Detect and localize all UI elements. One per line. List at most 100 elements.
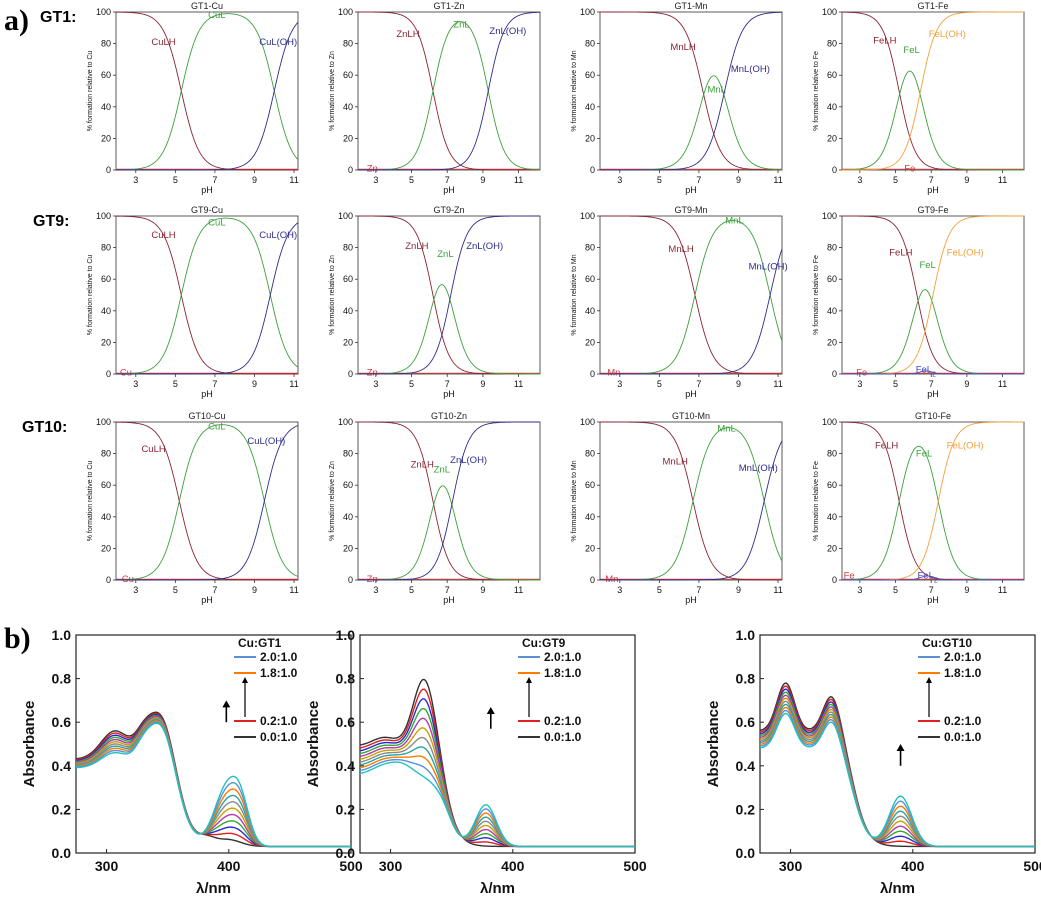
x-tick-label: 7: [445, 379, 450, 389]
species-label-FeL: FeL: [903, 45, 919, 56]
y-tick-label: 0.2: [736, 801, 756, 817]
legend-title: Cu:GT1: [238, 636, 282, 650]
speciation-plot-GT1-Mn: GT1-Mn 0 20 40 60 80 100 3 5 7 9 11 pH % formation re…: [571, 1, 783, 195]
trend-arrow-head: [896, 744, 905, 751]
x-axis-label: pH: [927, 389, 939, 399]
x-tick-label: 7: [212, 585, 217, 595]
species-label-MnLH: MnLH: [668, 244, 693, 255]
species-curve-CuLH: [115, 11, 298, 171]
x-axis-label: λ/nm: [880, 880, 915, 897]
species-label-ZnL: ZnL: [434, 464, 450, 475]
species-curve-FeL: [841, 70, 1024, 171]
y-axis-label: % formation relative to Fe: [813, 255, 820, 335]
y-tick-label: 20: [101, 133, 111, 143]
row-label-gt1: GT1:: [40, 9, 76, 26]
species-curve-ZnL(OH): [358, 421, 540, 581]
species-curve-ZnLH: [357, 421, 540, 581]
x-tick-label: 300: [95, 858, 119, 874]
plot-frame: [841, 11, 1025, 171]
x-tick-label: 9: [736, 379, 741, 389]
species-curve-CuL(OH): [116, 425, 299, 581]
x-axis-label: pH: [927, 595, 939, 605]
x-axis-label: pH: [927, 185, 939, 195]
y-tick-label: 60: [343, 274, 353, 284]
speciation-plot-GT1-Fe: GT1-Fe 0 20 40 60 80 100 3 5 7 9 11 pH % formation re…: [813, 1, 1025, 195]
y-tick-label: 0: [590, 165, 595, 175]
x-tick-label: 5: [657, 585, 662, 595]
y-tick-label: 40: [343, 306, 353, 316]
x-tick-label: 9: [964, 379, 969, 389]
x-tick-label: 5: [173, 175, 178, 185]
species-label-Fe: Fe: [904, 163, 915, 174]
x-tick-label: 7: [929, 585, 934, 595]
row-label-gt10: GT10:: [22, 419, 67, 436]
x-tick-label: 400: [501, 858, 525, 874]
plot-frame: [841, 421, 1025, 581]
species-curve-MnLH: [599, 421, 782, 581]
species-label-ZnL(OH): ZnL(OH): [466, 241, 503, 252]
species-curve-CuL(OH): [116, 21, 299, 171]
y-tick-label: 0: [832, 369, 837, 379]
y-tick-label: 40: [101, 512, 111, 522]
x-tick-label: 300: [379, 858, 403, 874]
panel-label-a: a): [4, 4, 29, 37]
y-tick-label: 100: [338, 211, 353, 221]
plot-frame: [357, 421, 541, 581]
species-label-FeL(OH): FeL(OH): [929, 29, 966, 40]
y-axis-label: % formation relative to Cu: [87, 51, 94, 132]
species-curve-MnL: [599, 427, 783, 581]
x-tick-label: 5: [409, 379, 414, 389]
species-curve-MnL(OH): [600, 248, 783, 375]
legend-entry: 0.2:1.0: [544, 714, 582, 728]
species-curve-CuL: [115, 217, 299, 375]
species-curve-MnLH: [600, 215, 782, 375]
y-tick-label: 20: [343, 543, 353, 553]
y-tick-label: 0: [590, 369, 595, 379]
species-label-MnL: MnL: [707, 84, 725, 95]
y-tick-label: 0: [106, 369, 111, 379]
spectrum-line: [75, 722, 351, 848]
y-tick-label: 0.4: [736, 758, 756, 774]
x-tick-label: 3: [133, 379, 138, 389]
y-tick-label: 0.8: [736, 671, 756, 687]
species-label-CuLH: CuLH: [151, 230, 175, 241]
x-axis-label: pH: [443, 595, 455, 605]
legend-arrow-head: [242, 677, 248, 683]
y-tick-label: 20: [343, 337, 353, 347]
plot-title: GT9-Mn: [674, 205, 707, 215]
y-tick-label: 40: [343, 102, 353, 112]
speciation-plot-GT10-Mn: GT10-Mn 0 20 40 60 80 100 3 5 7 9 11 pH % formation r…: [571, 411, 783, 605]
y-tick-label: 80: [827, 243, 837, 253]
legend-entry: 1.8:1.0: [944, 666, 982, 680]
species-label-ZnLH: ZnLH: [396, 29, 419, 40]
species-curve-FeL2: [842, 575, 1024, 581]
y-tick-label: 1.0: [336, 627, 356, 643]
x-axis-label: pH: [685, 185, 697, 195]
speciation-plot-GT1-Zn: GT1-Zn 0 20 40 60 80 100 3 5 7 9 11 pH % formation re…: [329, 1, 541, 195]
spectrum-line: [359, 761, 635, 848]
y-tick-label: 40: [585, 102, 595, 112]
legend-entry: 0.0:1.0: [944, 730, 982, 744]
x-tick-label: 11: [773, 585, 782, 595]
species-curve-CuLH: [115, 421, 298, 581]
y-axis-label: % formation relative to Mn: [571, 460, 578, 541]
legend-entry: 2.0:1.0: [544, 650, 582, 664]
legend-entry: 2.0:1.0: [260, 650, 298, 664]
plot-frame: [357, 11, 541, 171]
spectra-plot-Cu:GT10: 0.0 0.2 0.4 0.6 0.8 1.0 300 400 500 λ/nm Absorbanc…: [705, 627, 1041, 897]
species-label-CuL(OH): CuL(OH): [259, 37, 297, 48]
y-tick-label: 60: [827, 70, 837, 80]
species-label-FeL: FeL: [919, 260, 935, 271]
y-tick-label: 80: [827, 39, 837, 49]
species-label-FeL2: FeL2: [918, 570, 938, 584]
y-tick-label: 1.0: [736, 627, 756, 643]
species-curve-FeL2: [842, 370, 1024, 375]
species-label-CuLH: CuLH: [151, 37, 175, 48]
legend-entry: 1.8:1.0: [260, 666, 298, 680]
y-tick-label: 100: [338, 7, 353, 17]
species-label-FeL(OH): FeL(OH): [947, 441, 984, 452]
spectrum-line: [759, 691, 1035, 848]
x-tick-label: 5: [409, 175, 414, 185]
species-label-FeL(OH): FeL(OH): [947, 247, 984, 258]
